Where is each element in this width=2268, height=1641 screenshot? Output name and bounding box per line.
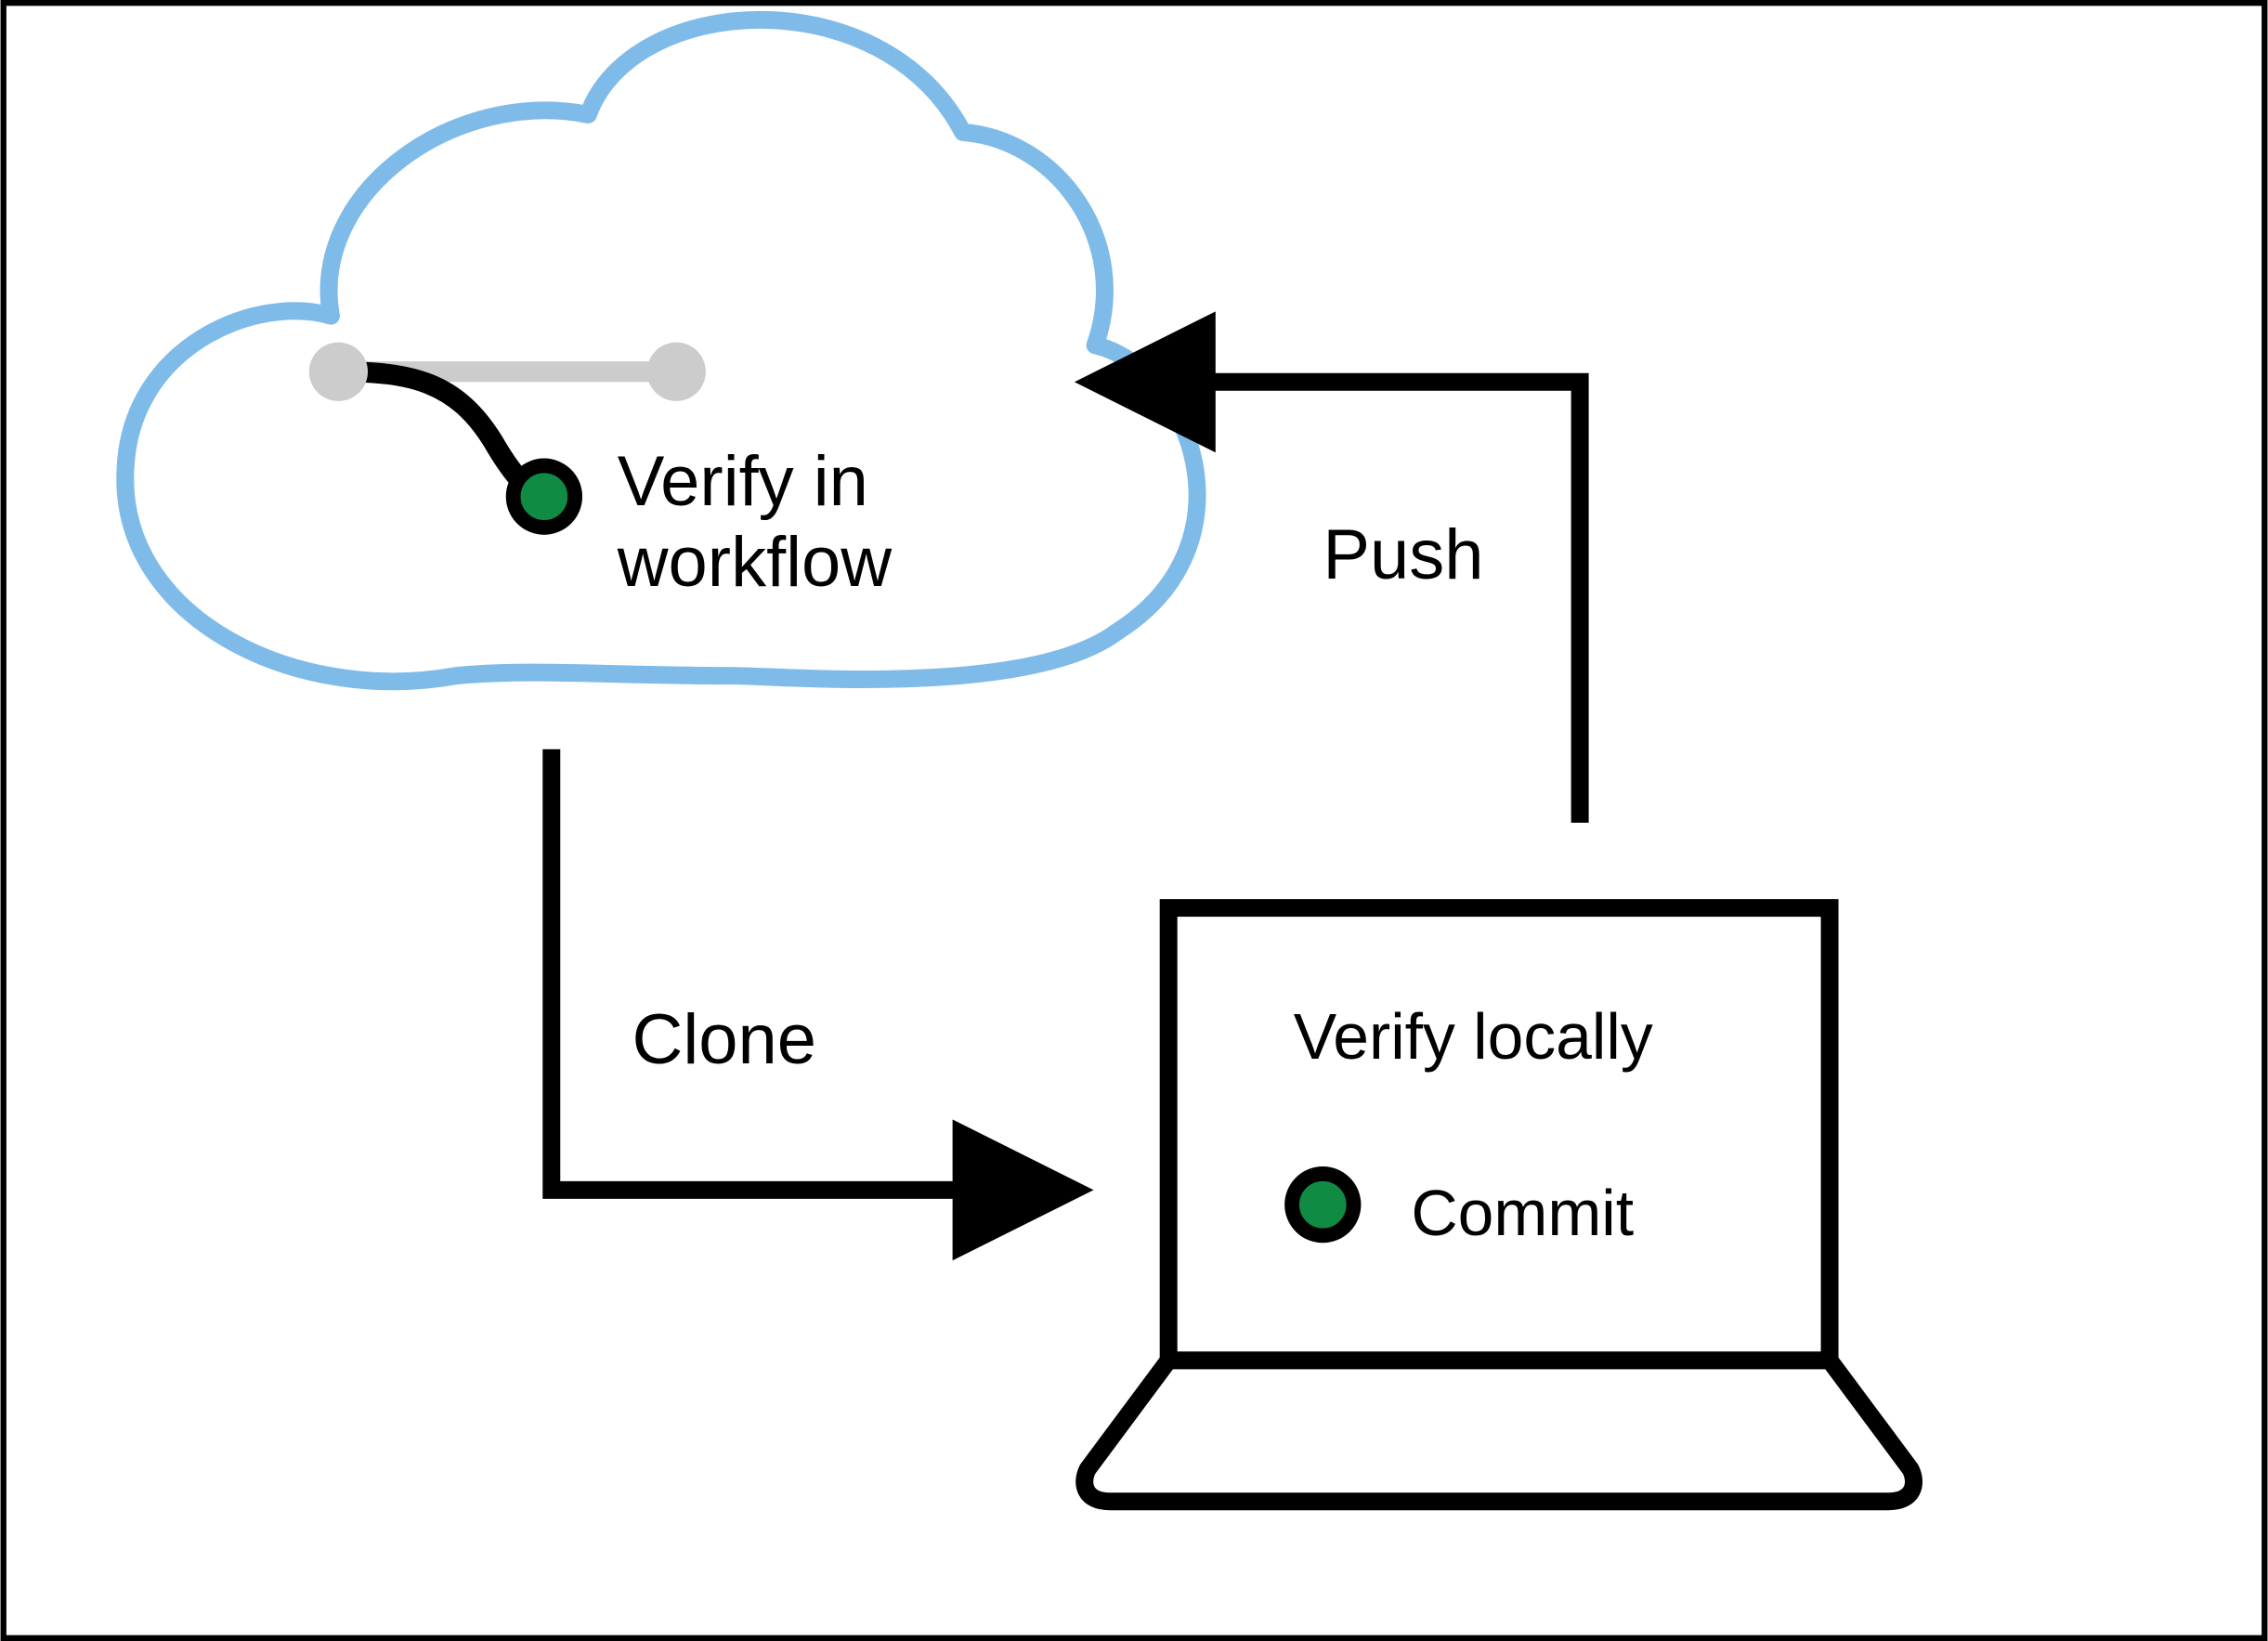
verify-workflow-label: Verify in workflow [618, 441, 892, 604]
flowchart-svg [0, 0, 2268, 1641]
push-label: Push [1323, 514, 1483, 595]
clone-label: Clone [632, 999, 816, 1080]
commit-dot-icon [1292, 1174, 1353, 1235]
verify-locally-label: Verify locally [1294, 999, 1653, 1074]
clone-arrow [552, 749, 1059, 1191]
laptop-base [1085, 1361, 1914, 1502]
git-commit-node-2 [647, 343, 706, 401]
git-commit-node-1 [309, 343, 368, 401]
git-commit-node-branch [514, 465, 575, 527]
laptop-screen [1168, 908, 1830, 1361]
diagram-canvas: Verify in workflow Clone Push Verify loc… [0, 0, 2268, 1641]
commit-label: Commit [1411, 1176, 1634, 1250]
